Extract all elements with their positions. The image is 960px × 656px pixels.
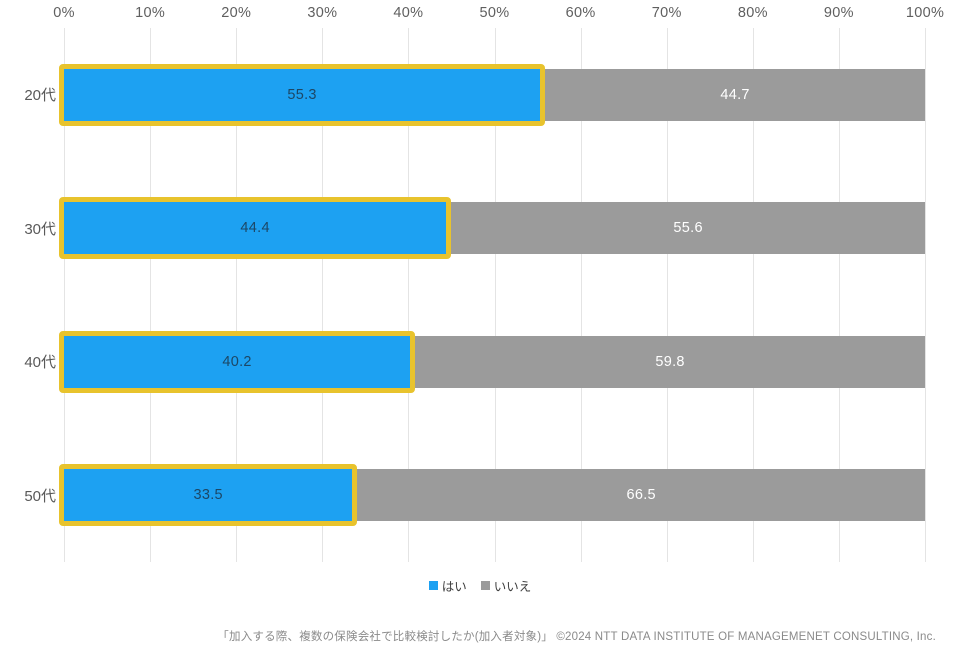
bar-row: 50代 33.5 66.5	[0, 429, 925, 562]
bar-segment-yes: 55.3	[59, 63, 546, 126]
gridline	[838, 28, 840, 562]
x-axis-tick-label: 20%	[221, 5, 252, 21]
gridline	[666, 28, 668, 562]
x-axis-tick-label: 90%	[823, 5, 854, 21]
gridline	[64, 28, 65, 562]
legend: はい いいえ	[0, 576, 960, 594]
gridline	[752, 28, 754, 562]
x-axis-tick-label: 10%	[135, 5, 166, 21]
x-axis-tick-label: 0%	[53, 5, 75, 21]
bar-track: 55.3 44.7	[59, 63, 925, 126]
gridline	[408, 28, 410, 562]
x-axis-tick-label: 80%	[737, 5, 768, 21]
gridline	[150, 28, 152, 562]
bar-track: 44.4 55.6	[59, 197, 925, 259]
x-axis-tick-label: 30%	[307, 5, 338, 21]
bar-segment-no: 55.6	[451, 202, 925, 254]
category-label: 40代	[24, 354, 56, 371]
legend-swatch-icon	[480, 580, 490, 590]
bar-row: 40代 40.2 59.8	[0, 295, 925, 428]
legend-label: いいえ	[493, 579, 532, 594]
category-label: 20代	[24, 87, 56, 104]
x-axis-tick-label: 50%	[479, 5, 510, 21]
bar-segment-no: 66.5	[357, 469, 925, 521]
gridline	[236, 28, 238, 562]
bar-rows: 20代 55.3 44.7 30代 44.4 55.6 40代 40.2 59.8 50代 33.5…	[0, 28, 925, 562]
x-axis-tick-label: 70%	[651, 5, 682, 21]
category-label: 50代	[24, 487, 56, 505]
x-axis-tick-label: 40%	[393, 5, 424, 21]
gridline	[925, 28, 926, 562]
bar-segment-yes: 44.4	[59, 197, 452, 259]
gridline	[494, 28, 496, 562]
bar-row: 20代 55.3 44.7	[0, 28, 925, 161]
plot-area	[64, 28, 926, 562]
x-axis-tick-label: 60%	[565, 5, 596, 21]
bar-segment-no: 44.7	[545, 68, 925, 121]
gridline	[580, 28, 582, 562]
x-axis: 0% 10% 20% 30% 40% 50% 60% 70% 80% 90% 100%	[53, 5, 944, 25]
legend-item: いいえ	[480, 576, 532, 595]
bar-row: 30代 44.4 55.6	[0, 162, 925, 295]
bar-segment-yes: 33.5	[59, 464, 358, 526]
gridline	[322, 28, 324, 562]
category-label: 30代	[24, 220, 56, 238]
source-caption: 「加入する際、複数の保険会社で比較検討したか(加入者対象)」 ©2024 NTT…	[217, 631, 936, 643]
legend-item: はい	[428, 576, 467, 595]
legend-label: はい	[441, 579, 467, 594]
bar-segment-no: 59.8	[415, 335, 925, 388]
bar-track: 40.2 59.8	[59, 330, 925, 393]
bar-track: 33.5 66.5	[59, 464, 925, 526]
bar-segment-yes: 40.2	[59, 330, 416, 393]
legend-swatch-icon	[428, 580, 438, 590]
x-axis-tick-label: 100%	[905, 5, 945, 21]
